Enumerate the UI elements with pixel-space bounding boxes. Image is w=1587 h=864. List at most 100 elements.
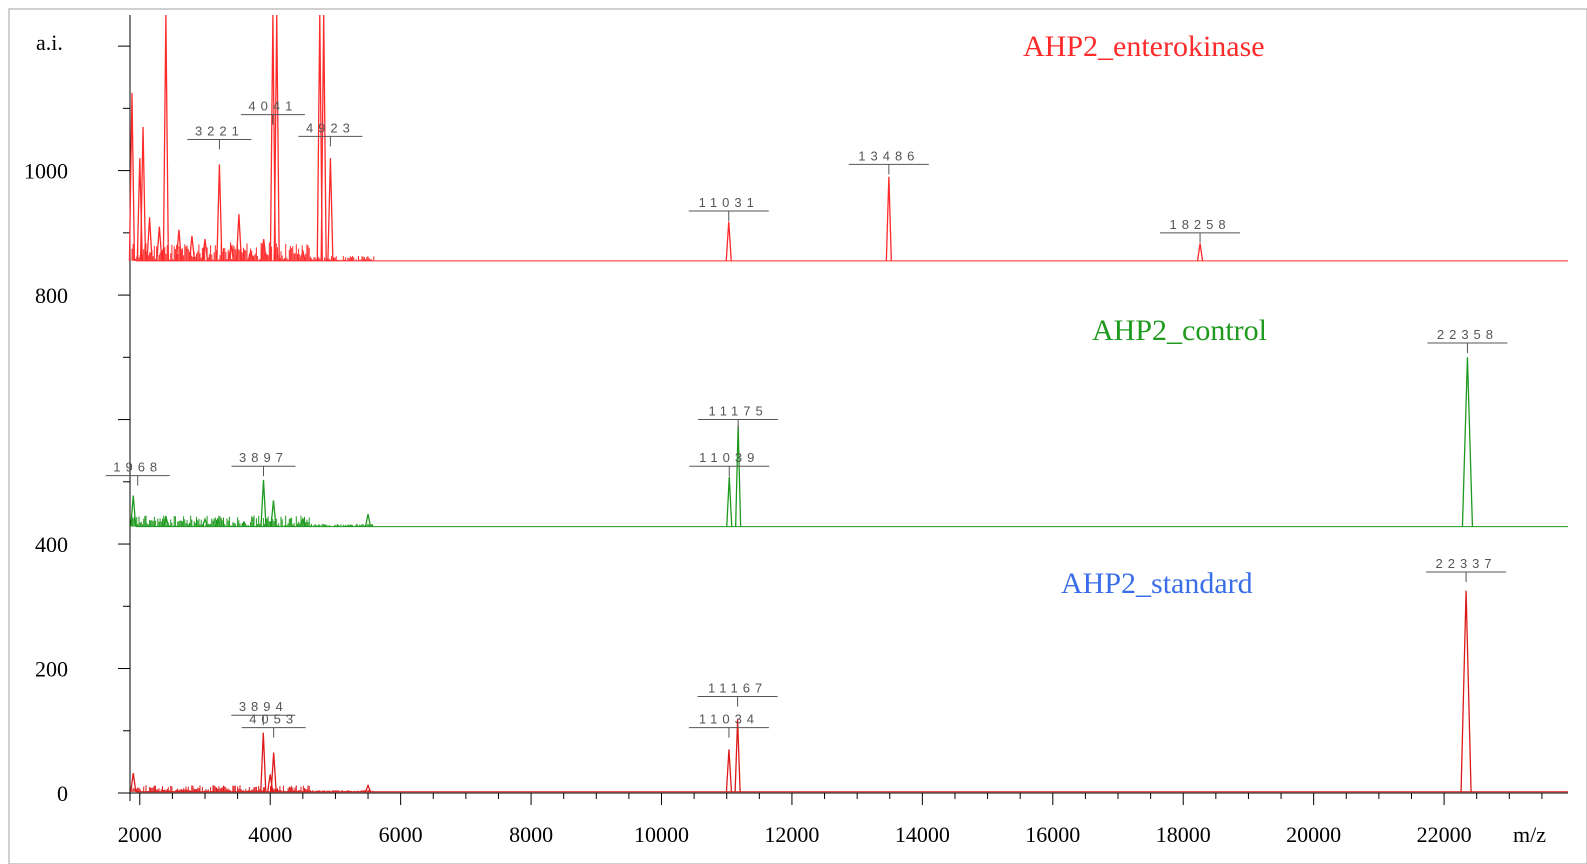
peak-label: 11034: [688, 712, 769, 738]
peak-label: 22358: [1427, 327, 1508, 354]
spectra: [128, 14, 1568, 793]
y-tick-label: 200: [35, 657, 68, 682]
x-tick-label: 6000: [379, 822, 423, 847]
peak: [885, 176, 892, 261]
peak: [734, 425, 742, 527]
peak: [201, 517, 209, 527]
peak-label-text: 22358: [1437, 327, 1498, 342]
x-tick-label: 14000: [895, 822, 950, 847]
x-tick-label: 12000: [764, 822, 819, 847]
peak-label: 11167: [697, 681, 778, 707]
peak-label-text: 4923: [306, 120, 355, 135]
x-axis-label: m/z: [1513, 822, 1546, 847]
peak-labels: 4041 3221 4923 11031 13486 18258 1968 3897 11039…: [105, 99, 1508, 738]
x-tick-label: 8000: [509, 822, 553, 847]
x-tick-label: 2000: [118, 822, 162, 847]
x-tick-label: 16000: [1025, 822, 1080, 847]
x-tick-label: 20000: [1286, 822, 1341, 847]
peak: [188, 235, 196, 261]
peak: [146, 217, 153, 261]
peak-label-text: 3221: [195, 123, 244, 138]
peak: [1460, 590, 1472, 792]
peak: [1196, 243, 1204, 261]
peak-label-text: 11034: [699, 712, 759, 727]
peak: [726, 476, 733, 527]
peak: [175, 229, 183, 261]
y-tick-label: 800: [35, 283, 68, 308]
peak: [216, 164, 223, 261]
peak: [260, 732, 267, 792]
peak: [214, 519, 222, 527]
x-tick-label: 10000: [634, 822, 689, 847]
peak: [162, 515, 170, 527]
peak: [725, 221, 732, 261]
peak-label-text: 13486: [858, 148, 919, 163]
peak: [299, 517, 306, 527]
peak: [139, 127, 147, 261]
y-axis-label: a.i.: [36, 30, 63, 55]
peak-label-text: 11031: [699, 195, 759, 210]
peak-label: 3894: [231, 699, 296, 726]
peak-label: 3221: [187, 123, 252, 150]
peak: [247, 248, 254, 262]
peak-label: 3897: [231, 450, 296, 477]
peak: [320, 14, 327, 261]
peak: [364, 514, 372, 527]
peak-label: 11039: [689, 450, 770, 477]
series-label-enterokinase: AHP2_enterokinase: [1023, 30, 1265, 63]
peak-label: 22337: [1426, 556, 1507, 583]
noise-trace: [131, 515, 374, 527]
plot-border: [8, 8, 1587, 864]
peak-label-text: 11167: [708, 681, 767, 696]
peak: [260, 238, 267, 261]
y-tick-label: 400: [35, 532, 68, 557]
noise-trace: [131, 785, 375, 792]
peak: [270, 500, 277, 527]
peak: [130, 495, 137, 527]
peak-label: 4923: [298, 120, 363, 147]
peak-label: 11031: [688, 195, 769, 222]
peak: [327, 158, 334, 261]
peak-label-text: 4053: [249, 712, 298, 727]
y-tick-label: 1000: [24, 159, 68, 184]
x-tick-label: 4000: [248, 822, 292, 847]
peak: [734, 719, 741, 792]
peak: [128, 92, 136, 261]
x-tick-label: 18000: [1156, 822, 1211, 847]
peak-label-text: 18258: [1169, 217, 1230, 232]
peak-label: 1968: [105, 460, 170, 486]
peak-label: 13486: [848, 148, 929, 175]
peak: [241, 520, 248, 527]
peak-label: 4041: [240, 99, 305, 125]
peak: [260, 479, 267, 527]
series-AHP2_control: [130, 357, 1568, 528]
peak: [273, 14, 280, 261]
peak: [364, 783, 372, 792]
peak-label-text: 3894: [239, 699, 288, 714]
peak-label: 4053: [241, 712, 306, 738]
peak-label-text: 1968: [113, 460, 162, 475]
peak-label-text: 22337: [1435, 556, 1496, 571]
y-tick-label: 0: [57, 781, 68, 806]
axes: 0 200 400 800 1000 2000 4000 6000 8000 10000 12000…: [24, 15, 1568, 847]
peak: [156, 226, 163, 261]
peak-label-text: 4041: [248, 99, 297, 114]
peak: [270, 752, 277, 792]
peak-label: 11175: [698, 404, 779, 430]
peak: [299, 248, 306, 262]
x-tick-label: 22000: [1417, 822, 1472, 847]
peak: [201, 238, 209, 261]
series-label-standard: AHP2_standard: [1061, 567, 1253, 600]
peak-label-text: 11175: [709, 404, 768, 419]
peak: [725, 749, 733, 792]
peak: [130, 772, 137, 792]
series-label-control: AHP2_control: [1092, 314, 1267, 347]
peak-label: 18258: [1160, 217, 1241, 243]
peak: [227, 245, 235, 261]
series-AHP2_enterokinase: [128, 14, 1568, 262]
peak: [267, 774, 274, 792]
peak: [1461, 357, 1474, 527]
peak-label-text: 3897: [239, 450, 288, 465]
peak: [162, 14, 170, 261]
series-AHP2_standard: [130, 590, 1568, 793]
